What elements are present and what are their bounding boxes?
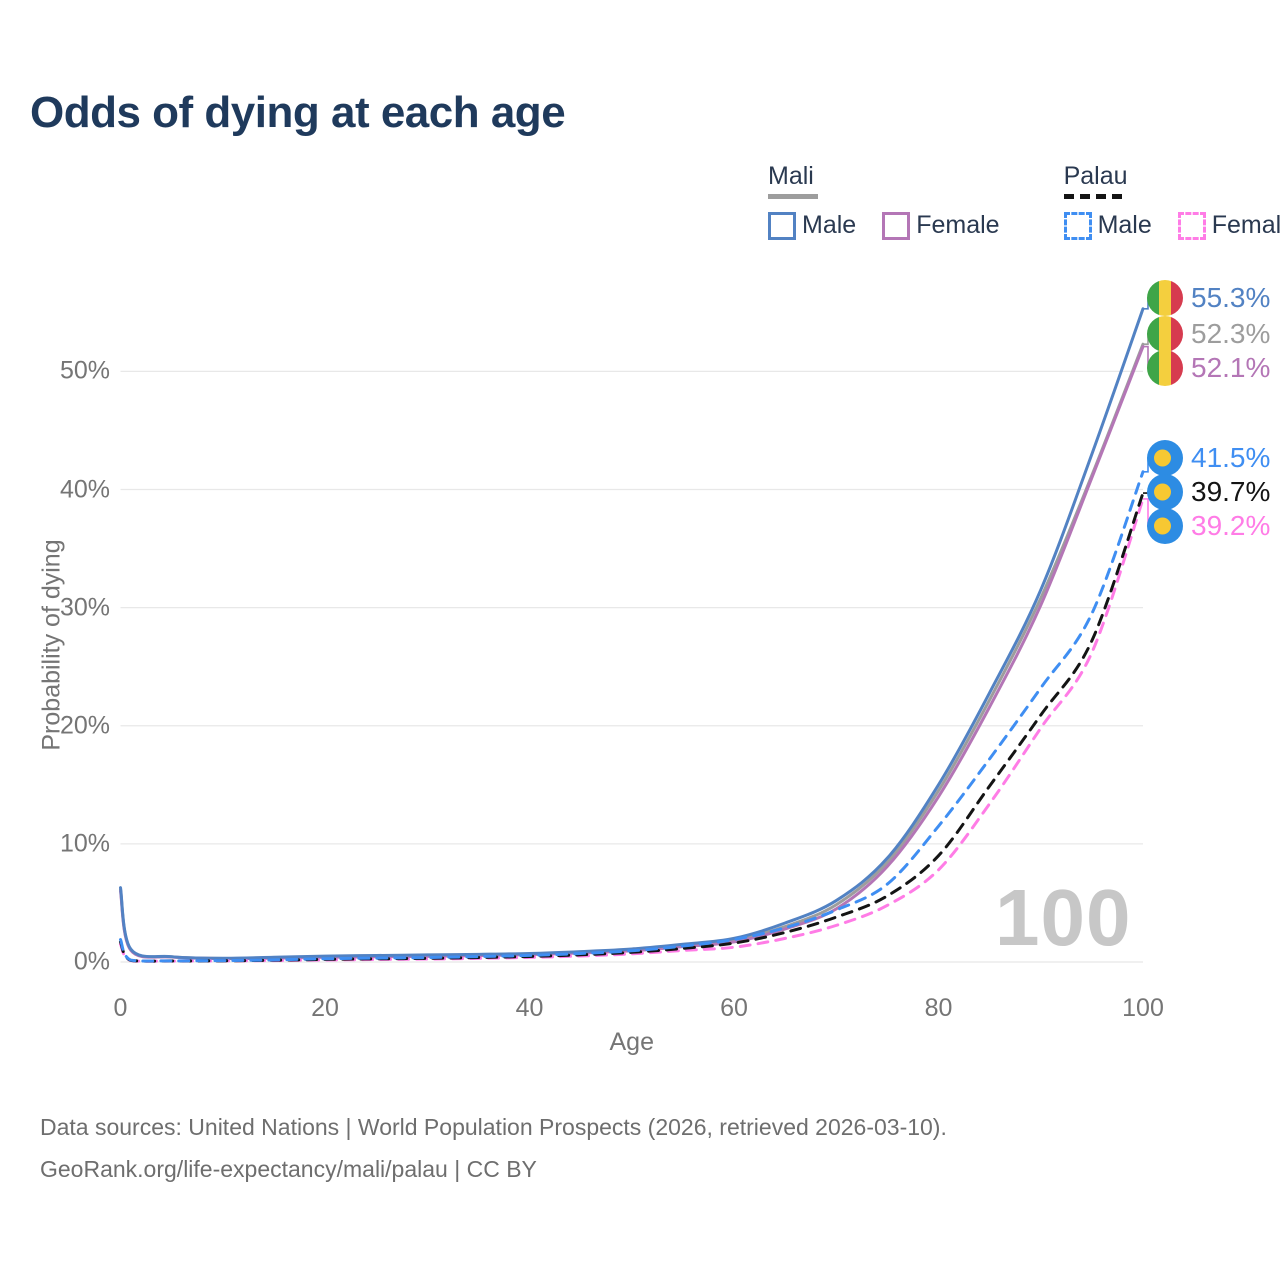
palau-country-line-swatch — [1063, 194, 1122, 199]
end-label-mali-female: 52.1% — [1147, 349, 1271, 386]
footer-attribution: GeoRank.org/life-expectancy/mali/palau |… — [40, 1156, 537, 1182]
x-tick-label: 40 — [515, 994, 544, 1022]
palau-male-swatch-icon — [1063, 211, 1092, 240]
legend-item-palau-male[interactable]: Male — [1063, 211, 1152, 240]
legend-title-mali: Mali — [768, 162, 814, 190]
x-tick-label: 0 — [113, 994, 128, 1022]
y-tick-label: 10% — [59, 829, 110, 858]
y-tick-label: 30% — [59, 593, 110, 622]
mali-flag-icon — [1147, 349, 1183, 386]
y-tick-label: 0% — [73, 947, 110, 976]
footer: Data sources: United Nations | World Pop… — [40, 1106, 947, 1190]
palau-flag-icon — [1147, 508, 1183, 545]
legend-label: Female — [1211, 211, 1280, 239]
series-line-mali-both — [119, 342, 1145, 960]
page-title: Odds of dying at each age — [30, 88, 566, 137]
end-label-value: 41.5% — [1191, 442, 1271, 474]
palau-flag-icon — [1147, 474, 1183, 511]
end-label-palau-male: 41.5% — [1147, 440, 1271, 477]
x-axis-title: Age — [609, 1028, 654, 1056]
legend-group-mali: Mali Male Female — [768, 162, 1000, 240]
legend-item-palau-female[interactable]: Female — [1177, 211, 1280, 240]
end-label-value: 52.1% — [1191, 351, 1271, 383]
end-label-value: 52.3% — [1191, 317, 1271, 349]
mali-flag-icon — [1147, 315, 1183, 352]
legend-label: Male — [802, 211, 857, 239]
end-label-mali-male: 55.3% — [1147, 280, 1271, 317]
end-label-mali-both: 52.3% — [1147, 315, 1271, 352]
legend: Mali Male Female Palau — [768, 162, 1280, 240]
legend-group-palau: Palau Male Female — [1063, 162, 1280, 240]
y-tick-label: 40% — [59, 475, 110, 504]
x-tick-label: 80 — [924, 994, 953, 1022]
end-label-value: 39.2% — [1191, 510, 1271, 542]
series-line-palau-female — [119, 497, 1145, 963]
age-counter-watermark: 100 — [995, 873, 1132, 962]
series-line-palau-both — [119, 491, 1145, 963]
end-label-palau-both: 39.7% — [1147, 474, 1271, 511]
legend-item-mali-female[interactable]: Female — [882, 211, 1000, 240]
legend-label: Male — [1097, 211, 1152, 239]
y-tick-label: 20% — [59, 711, 110, 740]
series-line-mali-female — [119, 345, 1145, 961]
end-label-value: 55.3% — [1191, 282, 1271, 314]
mali-female-swatch-icon — [882, 211, 911, 240]
footer-data-sources: Data sources: United Nations | World Pop… — [40, 1114, 947, 1140]
legend-item-mali-male[interactable]: Male — [768, 211, 856, 240]
x-tick-label: 60 — [720, 994, 748, 1022]
palau-flag-icon — [1147, 440, 1183, 477]
x-tick-label: 100 — [1122, 994, 1164, 1022]
legend-title-palau: Palau — [1063, 162, 1128, 190]
mali-male-swatch-icon — [768, 211, 796, 240]
y-tick-label: 50% — [59, 356, 110, 385]
mali-flag-icon — [1147, 280, 1183, 317]
end-label-value: 39.7% — [1191, 476, 1271, 508]
legend-label: Female — [916, 211, 1000, 239]
x-tick-label: 20 — [311, 994, 339, 1022]
palau-female-swatch-icon — [1177, 211, 1206, 240]
mali-country-line-swatch — [768, 194, 818, 199]
series-line-mali-male — [119, 307, 1145, 960]
end-label-palau-female: 39.2% — [1147, 508, 1271, 545]
series-line-palau-male — [119, 470, 1145, 963]
